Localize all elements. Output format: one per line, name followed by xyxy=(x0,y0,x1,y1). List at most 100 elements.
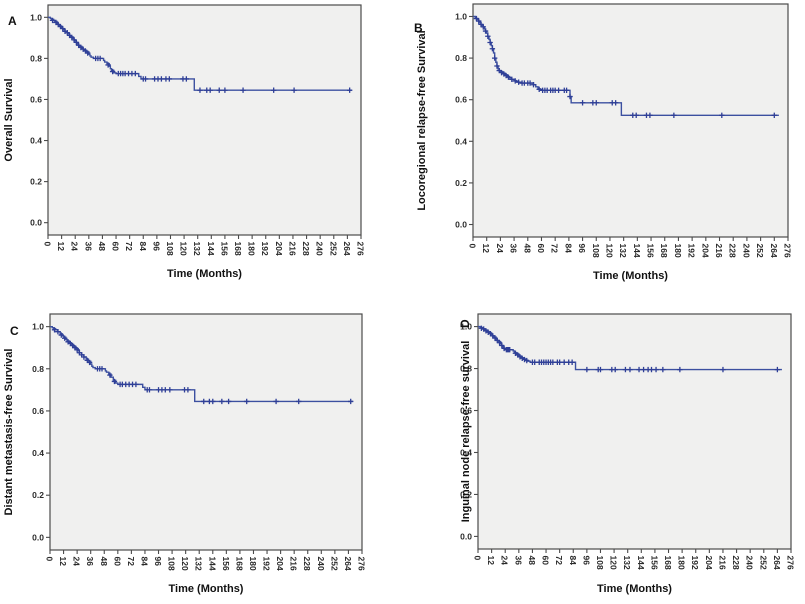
y-tick-label: 1.0 xyxy=(455,11,467,21)
x-tick-label: 156 xyxy=(646,244,656,258)
x-tick-label: 72 xyxy=(124,242,134,252)
x-tick-label: 24 xyxy=(70,242,80,252)
x-tick-label: 36 xyxy=(509,244,519,254)
y-tick-label: 1.0 xyxy=(460,322,472,332)
y-tick-label: 0.0 xyxy=(30,218,42,228)
x-tick-label: 204 xyxy=(274,242,284,256)
x-axis-title: Time (Months) xyxy=(597,583,672,595)
x-tick-label: 48 xyxy=(527,556,537,566)
y-tick-label: 1.0 xyxy=(32,322,44,332)
y-tick-label: 1.0 xyxy=(30,12,42,22)
x-tick-label: 120 xyxy=(179,242,189,256)
x-tick-label: 24 xyxy=(72,557,82,567)
panel-overall-survival: 0.0 0.2 0.4 0.6 0.8 1.0 0 12 24 36 48 60 72 84 96 108 12… xyxy=(0,0,402,302)
y-tick-label: 0.8 xyxy=(460,364,472,374)
censor-marks xyxy=(478,325,781,373)
x-tick-label: 192 xyxy=(260,242,270,256)
censor-marks xyxy=(51,327,354,405)
x-tick-label: 24 xyxy=(495,244,505,254)
x-tick-label: 240 xyxy=(745,556,755,570)
x-tick-label: 12 xyxy=(481,244,491,254)
x-tick-label: 60 xyxy=(111,242,121,252)
panel-letter: A xyxy=(8,14,17,28)
x-tick-label: 48 xyxy=(99,557,109,567)
x-tick-label: 120 xyxy=(604,244,614,258)
plot-area xyxy=(477,313,792,550)
x-tick-label: 24 xyxy=(500,556,510,566)
x-tick-label: 264 xyxy=(342,242,352,256)
x-axis-title: Time (Months) xyxy=(593,270,668,282)
panel-letter: D xyxy=(458,319,472,328)
x-tick-label: 252 xyxy=(329,557,339,571)
x-tick-label: 60 xyxy=(112,557,122,567)
x-tick-label: 72 xyxy=(554,556,564,566)
x-tick-label: 84 xyxy=(138,242,148,252)
x-tick-label: 252 xyxy=(758,556,768,570)
x-tick-label: 84 xyxy=(563,244,573,254)
x-tick-label: 36 xyxy=(83,242,93,252)
x-tick-label: 264 xyxy=(769,244,779,258)
x-tick-label: 96 xyxy=(153,557,163,567)
censor-marks xyxy=(49,17,353,93)
x-tick-label: 84 xyxy=(139,557,149,567)
x-tick-label: 168 xyxy=(233,242,243,256)
x-tick-label: 72 xyxy=(550,244,560,254)
x-tick-label: 180 xyxy=(673,244,683,258)
y-axis-title: Inguinal node relapse-free survival xyxy=(460,341,472,523)
censor-marks xyxy=(473,15,777,118)
x-tick-label: 108 xyxy=(591,244,601,258)
x-tick-label: 0 xyxy=(45,557,55,562)
x-tick-label: 60 xyxy=(541,556,551,566)
x-tick-label: 96 xyxy=(151,242,161,252)
x-tick-label: 132 xyxy=(194,557,204,571)
x-tick-label: 216 xyxy=(287,242,297,256)
x-tick-label: 228 xyxy=(731,556,741,570)
x-tick-label: 36 xyxy=(85,557,95,567)
x-tick-label: 240 xyxy=(741,244,751,258)
y-tick-label: 0.8 xyxy=(455,53,467,63)
x-tick-label: 48 xyxy=(97,242,107,252)
x-tick-label: 264 xyxy=(343,557,353,571)
x-tick-label: 252 xyxy=(328,242,338,256)
x-tick-label: 156 xyxy=(649,556,659,570)
y-tick-label: 0.2 xyxy=(30,177,42,187)
x-tick-label: 72 xyxy=(126,557,136,567)
x-tick-label: 276 xyxy=(786,556,796,570)
x-tick-label: 168 xyxy=(663,556,673,570)
x-tick-label: 120 xyxy=(609,556,619,570)
x-tick-label: 144 xyxy=(206,242,216,256)
x-tick-label: 180 xyxy=(677,556,687,570)
x-tick-label: 180 xyxy=(247,242,257,256)
x-tick-label: 12 xyxy=(486,556,496,566)
x-tick-label: 240 xyxy=(315,242,325,256)
y-axis-title: Overall Survival xyxy=(3,78,15,161)
x-tick-label: 264 xyxy=(772,556,782,570)
y-tick-label: 0.2 xyxy=(32,490,44,500)
y-axis-title: Distant metastasis-free Survival xyxy=(3,349,15,516)
x-tick-label: 108 xyxy=(595,556,605,570)
x-tick-label: 132 xyxy=(618,244,628,258)
x-tick-label: 36 xyxy=(513,556,523,566)
x-tick-label: 144 xyxy=(636,556,646,570)
plot-area xyxy=(49,313,363,551)
x-tick-label: 228 xyxy=(301,242,311,256)
x-tick-label: 216 xyxy=(717,556,727,570)
y-tick-label: 0.6 xyxy=(460,406,472,416)
y-tick-label: 0.6 xyxy=(455,95,467,105)
x-tick-label: 156 xyxy=(219,242,229,256)
plot-area xyxy=(472,3,789,238)
panel-letter: C xyxy=(10,324,19,338)
y-axis-title: Locoregional relapse-free Survival xyxy=(416,30,428,210)
x-tick-label: 180 xyxy=(248,557,258,571)
x-tick-label: 228 xyxy=(302,557,312,571)
x-tick-label: 276 xyxy=(356,242,366,256)
x-tick-label: 192 xyxy=(687,244,697,258)
y-tick-label: 0.8 xyxy=(32,364,44,374)
y-tick-label: 0.8 xyxy=(30,53,42,63)
x-tick-label: 144 xyxy=(632,244,642,258)
y-tick-label: 0.4 xyxy=(30,136,42,146)
x-tick-label: 204 xyxy=(704,556,714,570)
y-tick-label: 0.4 xyxy=(32,448,44,458)
x-tick-label: 276 xyxy=(357,557,367,571)
